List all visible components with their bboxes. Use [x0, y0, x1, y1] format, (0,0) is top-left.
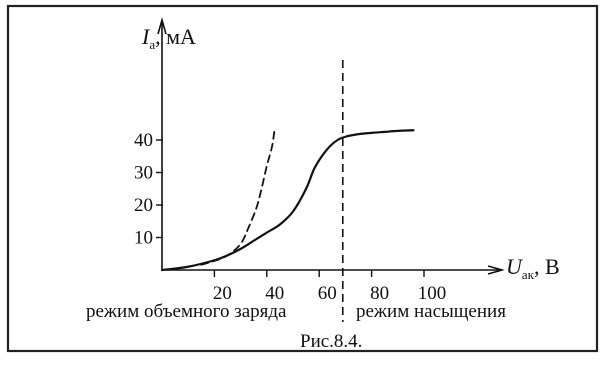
y-tick-label: 40 — [134, 130, 153, 151]
y-tick-label: 10 — [134, 228, 153, 249]
x-tick-label: 40 — [265, 283, 284, 304]
x-tick-label: 20 — [213, 283, 232, 304]
x-axis-unit: , В — [534, 254, 560, 279]
x-axis-label: Uак, В — [506, 254, 560, 282]
curve-group — [160, 60, 415, 322]
x-tick-label: 100 — [418, 283, 447, 304]
x-tick-label: 60 — [318, 283, 337, 304]
y-axis-arrow — [157, 17, 167, 35]
tick-group: 10 20 30 40 20 40 60 80 100 — [134, 130, 446, 304]
x-axis-arrow — [487, 265, 505, 275]
y-axis-subscript: а — [149, 37, 155, 52]
figure-frame — [6, 4, 599, 353]
y-tick-label: 20 — [134, 195, 153, 216]
y-axis-unit: , мА — [155, 24, 196, 49]
y-tick-label: 30 — [134, 163, 153, 184]
axes — [157, 17, 505, 275]
dashed-curve — [200, 127, 276, 266]
x-tick-label: 80 — [370, 283, 389, 304]
region-left-label: режим объемного заряда — [86, 301, 287, 322]
figure-caption: Рис.8.4. — [300, 331, 362, 352]
x-axis-symbol: U — [506, 254, 524, 279]
y-axis-label: Iа, мА — [141, 24, 196, 52]
region-right-label: режим насыщения — [356, 301, 506, 322]
x-axis-subscript: ак — [522, 267, 535, 282]
solid-curve — [160, 129, 415, 272]
y-axis-symbol: I — [141, 24, 151, 49]
